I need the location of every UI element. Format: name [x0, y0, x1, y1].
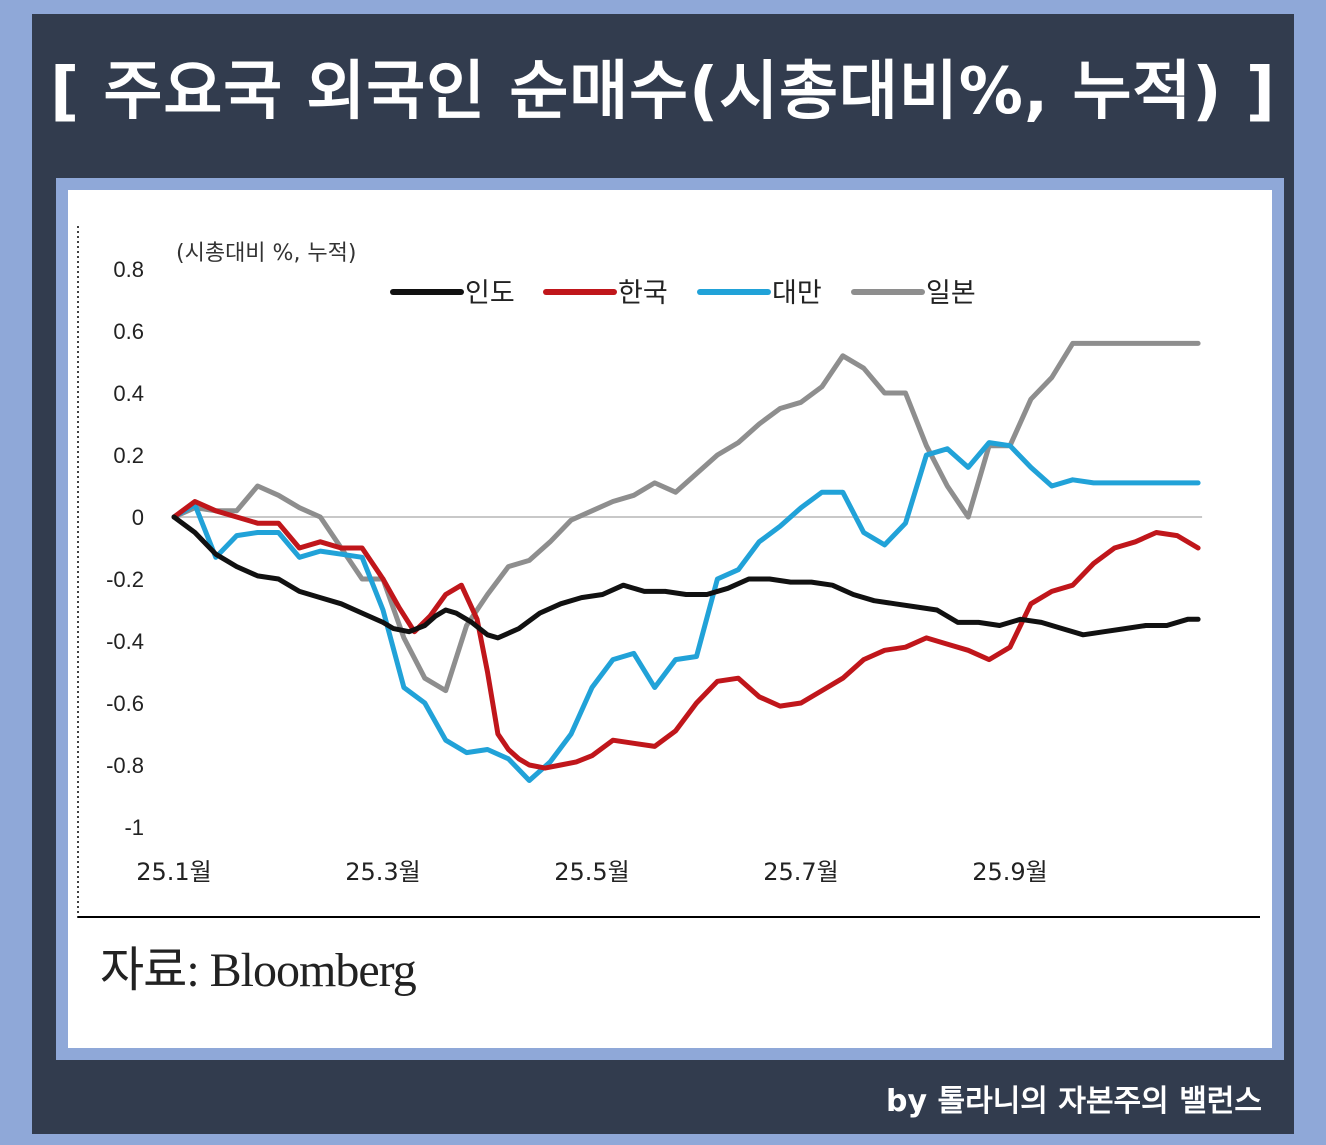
x-tick-label: 25.3월 [345, 858, 421, 886]
y-tick-label: -0.6 [106, 691, 144, 716]
chart-card: 0.8 0.6 0.4 0.2 0 -0.2 -0.4 -0.6 -0.8 -1 25.1월 25.3… [68, 190, 1272, 1048]
unit-label: (시총대비 %, 누적) [176, 241, 357, 266]
series-line-대만 [171, 440, 1201, 783]
x-tick-label: 25.5월 [554, 858, 630, 886]
x-tick-label: 25.1월 [136, 858, 212, 886]
y-tick-label: -0.4 [106, 629, 144, 654]
chart-bottom-rule [78, 916, 1260, 918]
legend-label: 대만 [772, 278, 822, 309]
series-line-한국 [171, 499, 1201, 771]
x-tick-label: 25.9월 [972, 858, 1048, 886]
y-tick-label: 0.4 [113, 381, 144, 406]
series-line-인도 [171, 514, 1201, 641]
credit-label: by 톨라니의 자본주의 밸런스 [886, 1084, 1262, 1119]
legend-label: 인도 [465, 278, 515, 309]
y-tick-label: 0.2 [113, 443, 144, 468]
page-title: [ 주요국 외국인 순매수(시총대비%, 누적) ] [49, 55, 1277, 129]
legend-label: 일본 [926, 278, 976, 309]
source-label: 자료: Bloomberg [100, 944, 417, 997]
x-tick-label: 25.7월 [763, 858, 839, 886]
y-tick-label: 0 [132, 505, 144, 530]
line-chart: 0.8 0.6 0.4 0.2 0 -0.2 -0.4 -0.6 -0.8 -1 25.1월 25.3… [77, 226, 1203, 918]
y-tick-label: -1 [124, 815, 144, 840]
y-tick-label: -0.8 [106, 753, 144, 778]
y-tick-label: -0.2 [106, 567, 144, 592]
y-tick-label: 0.6 [113, 319, 144, 344]
legend-label: 한국 [618, 278, 668, 309]
y-tick-label: 0.8 [113, 257, 144, 282]
